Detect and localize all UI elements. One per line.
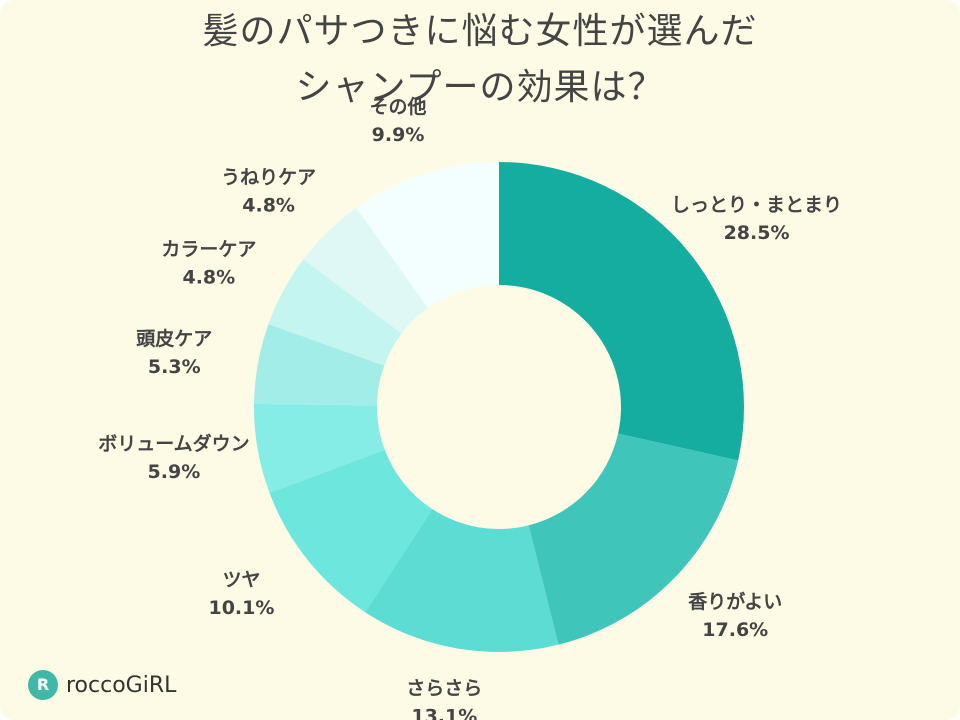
donut-slice — [269, 449, 433, 613]
slice-label: さらさら — [406, 677, 482, 699]
slice-label: 頭皮ケア — [136, 327, 212, 350]
value-label: 13.1% — [411, 705, 477, 720]
donut-slice — [365, 509, 559, 652]
value-label: 5.3% — [148, 356, 201, 378]
donut-slice — [268, 259, 402, 366]
value-label: 5.9% — [148, 461, 201, 483]
donut-slice — [499, 162, 744, 461]
donut-slice — [254, 403, 385, 493]
donut-slice — [528, 433, 739, 645]
slice-label: しっとり・まとまり — [671, 194, 842, 216]
logo-text: roccoGiRL — [66, 672, 177, 698]
donut-slice — [254, 324, 385, 406]
donut-slice — [356, 162, 499, 308]
value-label: 17.6% — [702, 619, 768, 641]
logo-icon: R — [28, 670, 58, 700]
value-label: 4.8% — [182, 267, 235, 289]
value-label: 4.8% — [242, 195, 295, 217]
slice-label: ツヤ — [222, 569, 260, 591]
slice-label: うねりケア — [221, 167, 316, 189]
value-label: 9.9% — [372, 124, 425, 146]
chart-title: 髪のパサつきに悩む女性が選んだ シャンプーの効果は？ — [202, 11, 758, 108]
value-label: 10.1% — [208, 597, 274, 619]
slice-label: 香りがよい — [687, 590, 782, 613]
logo: R roccoGiRL — [28, 670, 176, 700]
slice-label: ボリュームダウン — [98, 432, 249, 455]
slice-label: カラーケア — [161, 239, 256, 261]
slice-label: その他 — [370, 95, 427, 118]
donut-slice — [303, 207, 428, 334]
value-label: 28.5% — [724, 222, 790, 244]
